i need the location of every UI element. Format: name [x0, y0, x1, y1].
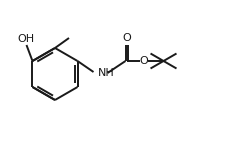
Text: OH: OH [17, 33, 34, 44]
Text: O: O [139, 56, 148, 66]
Text: O: O [122, 33, 131, 43]
Text: NH: NH [98, 68, 114, 78]
